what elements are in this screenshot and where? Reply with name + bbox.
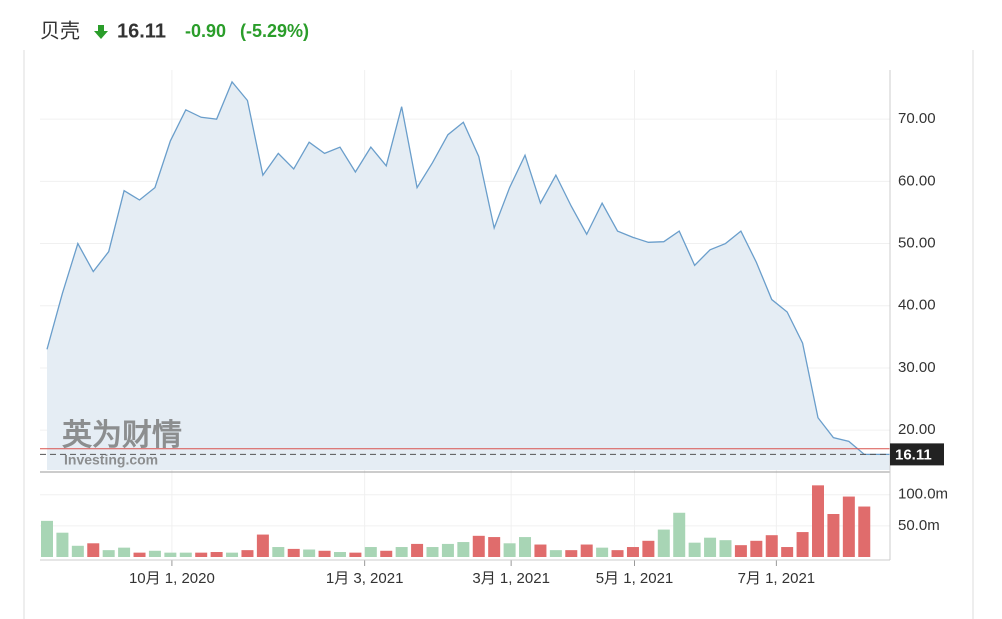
y-tick-label: 60.00 bbox=[898, 172, 936, 189]
volume-bar bbox=[472, 535, 485, 557]
volume-bar bbox=[580, 544, 593, 557]
volume-bar bbox=[457, 542, 470, 557]
change: -0.90 bbox=[185, 21, 226, 41]
volume-bar bbox=[287, 548, 300, 557]
volume-bar bbox=[534, 544, 547, 557]
volume-bar bbox=[858, 506, 871, 557]
plot: 20.00 30.00 40.00 50.00 60.00 70.00 50.0m 100.0… bbox=[40, 70, 948, 587]
volume-bar bbox=[56, 532, 69, 557]
volume-bar bbox=[256, 534, 269, 557]
volume-bar bbox=[272, 547, 285, 557]
x-tick-label: 3月 1, 2021 bbox=[472, 570, 550, 587]
volume-bar bbox=[241, 550, 254, 557]
volume-bar bbox=[441, 543, 454, 557]
volume-bar bbox=[734, 545, 747, 557]
volume-bar bbox=[87, 543, 100, 557]
volume-bar bbox=[626, 547, 639, 557]
volume-bar bbox=[796, 532, 809, 557]
volume-bar bbox=[827, 514, 840, 557]
y-tick-label: 70.00 bbox=[898, 110, 936, 127]
volume-bar bbox=[164, 552, 177, 557]
y-tick-label: 50.00 bbox=[898, 235, 936, 252]
y2-tick-label: 50.0m bbox=[898, 517, 940, 534]
price: 16.11 bbox=[117, 20, 166, 42]
y-tick-label: 30.00 bbox=[898, 359, 936, 376]
volume-bar bbox=[349, 552, 362, 557]
volume-bar bbox=[673, 512, 686, 557]
volume-bar bbox=[133, 552, 146, 557]
volume-bar bbox=[71, 545, 84, 557]
last-price-badge bbox=[890, 443, 944, 466]
volume-bar bbox=[41, 520, 53, 557]
last-price-label: 16.11 bbox=[895, 446, 932, 463]
price-area bbox=[47, 81, 890, 471]
volume-bar bbox=[179, 552, 192, 557]
down-arrow bbox=[94, 25, 108, 39]
price-line bbox=[46, 80, 890, 456]
volume-bar bbox=[380, 550, 393, 557]
volume-bar bbox=[519, 537, 532, 557]
volume-bar bbox=[333, 552, 346, 557]
volume-bar bbox=[318, 550, 331, 557]
change-pct: (-5.29%) bbox=[240, 21, 309, 41]
watermark-cn: 英为财情 bbox=[62, 419, 182, 452]
volume-bar bbox=[812, 485, 824, 557]
volume-bar bbox=[657, 529, 670, 557]
volume-bar bbox=[596, 547, 609, 557]
volume-bar bbox=[704, 537, 717, 557]
volume-bar bbox=[611, 550, 624, 557]
y-tick-label: 20.00 bbox=[898, 421, 936, 438]
volume-bar bbox=[303, 549, 316, 557]
volume-bar bbox=[395, 547, 408, 557]
volume-bar bbox=[781, 547, 794, 557]
volume-bar bbox=[488, 537, 501, 557]
x-tick-label: 10月 1, 2020 bbox=[129, 570, 215, 587]
volume-bar bbox=[688, 542, 701, 557]
y2-tick-label: 100.0m bbox=[898, 486, 948, 503]
volume-bar bbox=[226, 552, 239, 557]
x-tick-label: 7月 1, 2021 bbox=[738, 570, 816, 587]
volume-bar bbox=[364, 547, 377, 557]
volume-bar bbox=[549, 550, 562, 557]
volume-bar bbox=[426, 547, 439, 557]
watermark-en: Investing.com bbox=[64, 452, 158, 468]
volume-bar bbox=[765, 535, 778, 557]
volume-bar bbox=[642, 540, 655, 557]
volume-bar bbox=[411, 543, 424, 557]
volume-bar bbox=[719, 540, 732, 557]
stock-name: 贝壳 bbox=[40, 19, 80, 42]
x-tick-label: 1月 3, 2021 bbox=[326, 570, 404, 587]
volume-bar bbox=[210, 552, 223, 557]
volume-bar bbox=[565, 550, 578, 557]
volume-bar bbox=[102, 550, 115, 557]
y-tick-label: 40.00 bbox=[898, 297, 936, 314]
volume-bar bbox=[195, 552, 208, 557]
x-tick-label: 5月 1, 2021 bbox=[596, 570, 674, 587]
volume-bar bbox=[148, 550, 161, 557]
volume-bar bbox=[750, 540, 763, 557]
volume-bar bbox=[842, 496, 855, 557]
volume-bar bbox=[503, 543, 516, 557]
volume-bar bbox=[118, 547, 131, 557]
